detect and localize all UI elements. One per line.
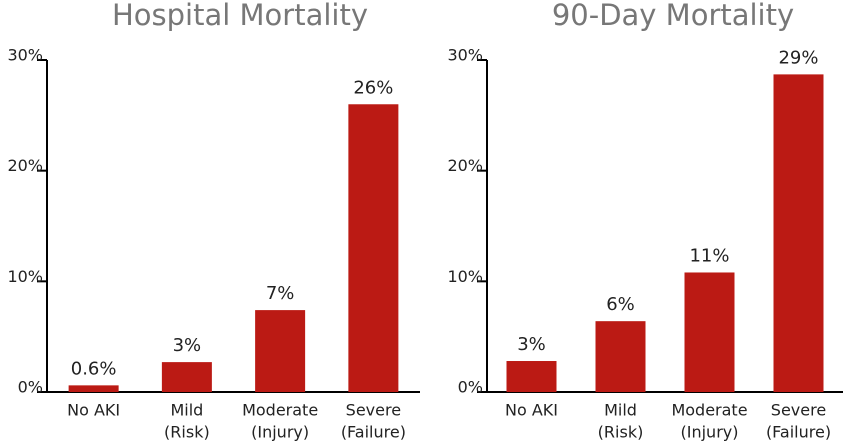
x-tick-label: (Injury) (251, 423, 309, 442)
y-tick-label: 10% (7, 267, 43, 286)
chart-title: 90-Day Mortality (552, 0, 794, 32)
bar (161, 362, 212, 392)
x-tick-label: (Failure) (341, 423, 406, 442)
chart-title: Hospital Mortality (112, 0, 368, 32)
bar (684, 272, 735, 392)
value-label: 3% (173, 335, 202, 356)
y-tick-label: 20% (447, 156, 483, 175)
bar (506, 361, 557, 392)
x-tick-label: (Injury) (681, 423, 739, 442)
value-label: 29% (778, 47, 818, 68)
y-tick-label: 30% (447, 46, 483, 65)
bar (68, 385, 119, 392)
value-label: 26% (353, 77, 393, 98)
value-label: 0.6% (71, 358, 117, 379)
bar (595, 321, 646, 392)
x-tick-label: Severe (346, 401, 401, 420)
x-tick-label: Severe (771, 401, 826, 420)
value-label: 6% (606, 294, 635, 315)
x-tick-label: No AKI (505, 401, 558, 420)
y-tick-label: 0% (458, 378, 483, 397)
x-tick-label: (Failure) (766, 423, 831, 442)
x-tick-label: Moderate (242, 401, 318, 420)
x-tick-label: Mild (170, 401, 203, 420)
value-label: 11% (689, 245, 729, 266)
y-tick-label: 20% (7, 156, 43, 175)
x-tick-label: (Risk) (598, 423, 644, 442)
y-tick-label: 30% (7, 46, 43, 65)
y-tick-label: 10% (447, 267, 483, 286)
x-tick-label: (Risk) (164, 423, 210, 442)
bar (348, 104, 399, 393)
bar (255, 310, 306, 392)
x-tick-label: Moderate (671, 401, 747, 420)
value-label: 7% (266, 283, 295, 304)
y-tick-label: 0% (18, 378, 43, 397)
x-tick-label: No AKI (67, 401, 120, 420)
bar (773, 74, 824, 393)
value-label: 3% (517, 334, 546, 355)
x-tick-label: Mild (604, 401, 637, 420)
